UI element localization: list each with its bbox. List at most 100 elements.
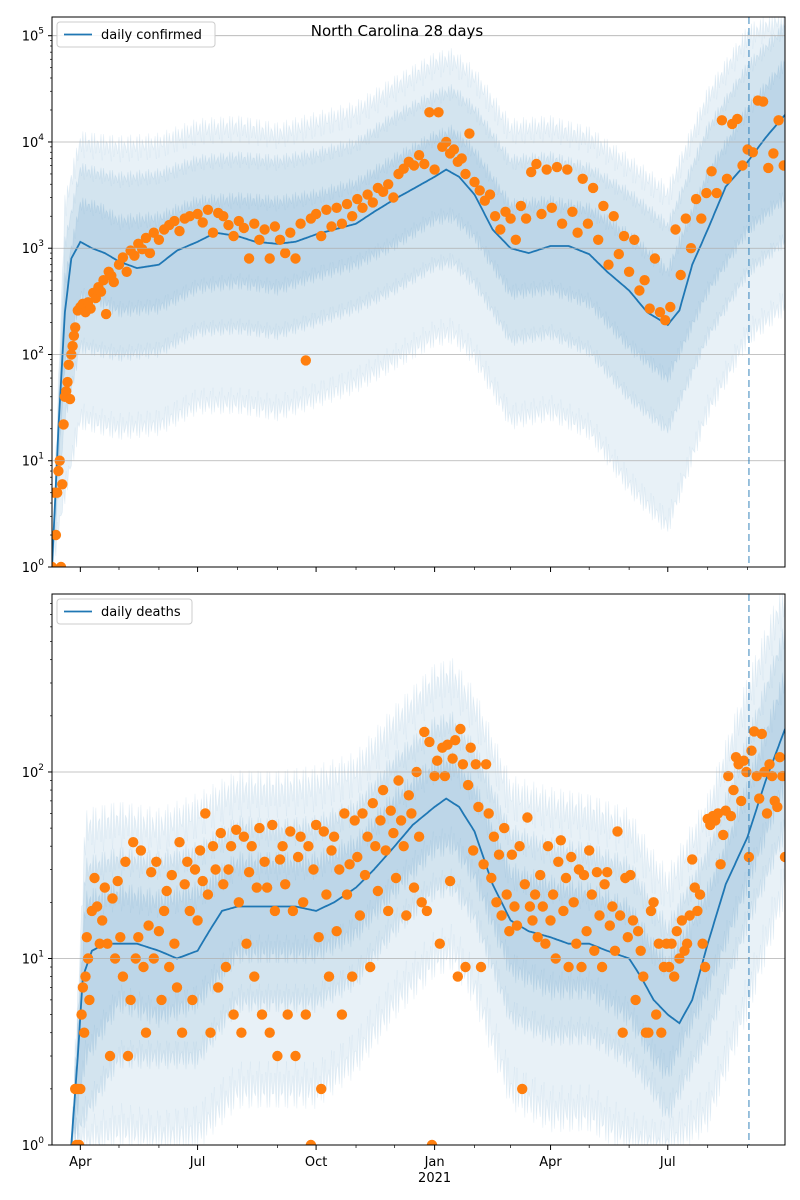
- observed-point: [408, 160, 420, 171]
- observed-point: [671, 926, 682, 937]
- band-middle: [52, 23, 785, 567]
- observed-point: [656, 1027, 667, 1038]
- observed-point: [192, 915, 203, 926]
- observed-point: [256, 1009, 268, 1020]
- observed-point: [215, 827, 226, 839]
- observed-point: [546, 202, 557, 213]
- observed-point: [207, 841, 219, 852]
- observed-point: [166, 869, 177, 881]
- observed-point: [223, 219, 234, 231]
- observed-point: [772, 801, 783, 813]
- observed-point: [179, 879, 190, 890]
- observed-point: [326, 845, 337, 856]
- observed-point: [197, 217, 208, 228]
- legend-box: [56, 21, 216, 48]
- observed-point: [372, 885, 384, 897]
- observed-point: [609, 945, 621, 956]
- y-tick-exponent: 2: [38, 345, 44, 355]
- x-tick-label: Apr: [539, 1155, 562, 1170]
- observed-point: [457, 759, 469, 770]
- observed-point: [331, 926, 342, 937]
- y-tick-base: 10: [22, 348, 39, 363]
- observed-point: [352, 851, 363, 863]
- observed-point: [462, 779, 474, 791]
- legend-label: daily confirmed: [101, 28, 202, 43]
- observed-point: [653, 938, 664, 949]
- observed-point: [347, 971, 358, 982]
- observed-point: [64, 393, 76, 405]
- observed-point: [432, 755, 443, 766]
- observed-point: [587, 182, 599, 194]
- observed-point: [383, 179, 394, 190]
- y-tick-label: 100: [22, 558, 45, 576]
- observed-point: [213, 982, 224, 993]
- observed-point: [556, 218, 568, 229]
- observed-point: [238, 222, 250, 234]
- observed-point: [362, 189, 373, 200]
- observed-point: [680, 213, 691, 224]
- observed-point: [510, 234, 521, 245]
- observed-point: [383, 905, 394, 917]
- y-tick-label: 102: [22, 763, 44, 781]
- observed-point: [777, 770, 785, 782]
- observed-point: [184, 905, 195, 917]
- y-tick-label: 104: [22, 133, 45, 151]
- y-tick-base: 10: [22, 30, 39, 45]
- observed-point: [259, 224, 270, 235]
- y-tick-label: 100: [22, 1136, 45, 1154]
- observed-point: [303, 841, 314, 852]
- observed-point: [269, 905, 281, 917]
- observed-point: [218, 879, 229, 890]
- observed-point: [220, 961, 232, 973]
- observed-point: [599, 879, 610, 890]
- y-tick-base: 10: [22, 242, 39, 257]
- observed-point: [205, 1027, 216, 1038]
- observed-point: [617, 1027, 628, 1038]
- observed-point: [448, 144, 460, 155]
- observed-point: [98, 275, 109, 286]
- observed-point: [751, 770, 762, 782]
- observed-point: [675, 269, 686, 281]
- observed-point: [295, 831, 306, 842]
- observed-point: [344, 859, 355, 870]
- observed-point: [285, 227, 296, 238]
- observed-point: [264, 1027, 275, 1038]
- observed-point: [122, 1050, 134, 1062]
- observed-point: [115, 932, 126, 943]
- observed-point: [571, 938, 582, 949]
- observed-point: [736, 795, 747, 807]
- observed-point: [362, 831, 373, 842]
- observed-point: [429, 164, 440, 175]
- observed-point: [555, 835, 566, 846]
- observed-point: [766, 770, 778, 782]
- observed-point: [581, 926, 592, 937]
- observed-point: [684, 910, 695, 921]
- observed-point: [558, 905, 569, 917]
- observed-point: [442, 739, 453, 750]
- observed-point: [231, 824, 242, 835]
- observed-point: [711, 187, 722, 199]
- observed-point: [107, 893, 118, 904]
- observed-point: [156, 994, 167, 1006]
- observed-point: [269, 221, 281, 232]
- observed-point: [629, 234, 640, 245]
- observed-point: [701, 187, 712, 199]
- observed-point: [591, 867, 603, 878]
- observed-point: [194, 845, 206, 856]
- observed-point: [95, 286, 107, 297]
- observed-point: [380, 845, 391, 856]
- observed-point: [52, 487, 63, 498]
- observed-point: [764, 759, 775, 770]
- observed-point: [135, 845, 147, 856]
- observed-point: [536, 208, 547, 220]
- observed-point: [738, 755, 749, 766]
- observed-point: [524, 901, 536, 912]
- observed-point: [357, 202, 368, 213]
- observed-point: [566, 851, 577, 863]
- y-tick-label: 101: [22, 452, 44, 470]
- plot-area: [70, 594, 785, 1145]
- observed-point: [241, 938, 252, 949]
- observed-point: [484, 189, 496, 200]
- observed-point: [169, 215, 180, 227]
